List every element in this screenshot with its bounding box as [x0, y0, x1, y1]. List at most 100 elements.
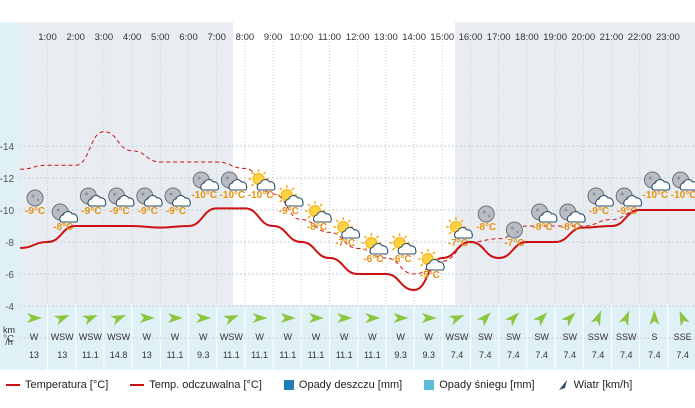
y-tick-label: -6 [5, 270, 14, 281]
cloud-icon [341, 227, 361, 239]
temperature-label: -10°C [220, 190, 246, 201]
temperature-label: -10°C [643, 190, 669, 201]
cloud-icon [454, 227, 473, 239]
wind-direction-label: W [396, 332, 405, 342]
sun-ray [291, 187, 295, 191]
moon-crater [113, 192, 117, 196]
temperature-label: -7°C [335, 238, 355, 249]
wind-speed-label: 13 [142, 350, 152, 360]
cloud-icon [538, 211, 558, 223]
cloud-icon [397, 243, 417, 255]
wind-direction-label: W [199, 332, 208, 342]
wind-speed-label: 7.4 [592, 350, 605, 360]
legend-feels-like: Temp. odczuwalna [°C] [130, 379, 262, 391]
sun-ray [420, 263, 424, 267]
moon-crater [56, 208, 60, 212]
wind-speed-label: 7.4 [535, 350, 548, 360]
hour-label: 17:00 [487, 32, 511, 43]
wind-arrow-shape [53, 314, 70, 326]
moon-crater [516, 230, 519, 234]
legend-temperature-swatch [6, 384, 20, 386]
sun-ray [375, 235, 380, 239]
hour-label: 20:00 [571, 32, 595, 43]
sun-ray [391, 247, 396, 251]
cloud-icon [313, 211, 332, 223]
legend-wind: Wiatr [km/h] [557, 379, 633, 391]
legend-snow-label: Opady śniegu [mm] [439, 379, 535, 391]
wind-arrow-shape [196, 313, 212, 323]
wind-speed-label: 14.8 [110, 350, 128, 360]
temperature-label: -8°C [476, 222, 496, 233]
temperature-label: -6°C [392, 254, 412, 265]
wind-direction-label: WSW [446, 332, 469, 342]
sun-ray [347, 219, 351, 223]
wind-direction-label: W [284, 332, 293, 342]
hour-label: 21:00 [600, 32, 624, 43]
wind-arrow-icon [679, 310, 690, 327]
temperature-label: -9°C [279, 206, 299, 217]
wind-arrow-icon [27, 313, 42, 323]
hour-label: 2:00 [66, 32, 85, 43]
sun-ray [307, 203, 311, 207]
cloud-icon [679, 179, 695, 191]
y-tick-label: -4 [5, 302, 14, 313]
wind-speed-label: 7.4 [564, 350, 577, 360]
legend-wind-label: Wiatr [km/h] [573, 379, 633, 391]
moon-crater [677, 176, 681, 180]
wind-arrow-shape [421, 313, 437, 323]
wind-arrow-icon [252, 313, 268, 323]
sun-ray [307, 215, 311, 219]
wind-arrow-icon [558, 380, 567, 390]
wind-speed-label: 11.1 [251, 350, 268, 360]
legend-temperature-label: Temperatura [°C] [25, 379, 109, 391]
cloud-icon [425, 259, 445, 271]
moon-icon [26, 189, 44, 207]
wind-arrow-icon [82, 314, 98, 326]
wind-arrow-icon [280, 313, 296, 323]
wind-arrow-icon [421, 313, 437, 323]
wind-arrow-shape [476, 312, 491, 327]
cloud-icon [256, 179, 276, 191]
wind-speed-label: 7.4 [620, 350, 633, 360]
wind-arrow-icon [337, 313, 353, 323]
temperature-label: -9°C [589, 206, 609, 217]
temperature-label: -9°C [81, 206, 101, 217]
temperature-label: -9°C [617, 206, 637, 217]
sun-ray [391, 235, 396, 239]
temperature-label: -9°C [166, 206, 186, 217]
wind-direction-label: W [425, 332, 434, 342]
wind-arrow-icon [649, 310, 660, 325]
wind-arrow-shape [168, 313, 183, 323]
cloud-icon [87, 195, 107, 207]
wind-arrow-icon [53, 314, 70, 326]
wind-speed-label: 11.1 [223, 350, 240, 360]
moon-crater [488, 214, 491, 218]
wind-direction-label: W [30, 332, 39, 342]
cloud-icon [200, 179, 220, 191]
cloud-icon [115, 195, 135, 207]
legend-temperature: Temperatura [°C] [6, 379, 108, 391]
legend-rain: Opady deszczu [mm] [283, 379, 402, 391]
sun-ray [335, 219, 339, 223]
sun-ray [432, 251, 436, 255]
moon-crater [510, 226, 514, 230]
wind-speed-label: 9.3 [394, 350, 407, 360]
wind-arrow-icon [533, 312, 548, 327]
cloud-icon [566, 211, 586, 223]
legend-feels-like-label: Temp. odczuwalna [°C] [149, 379, 262, 391]
wind-speed-label: 9.3 [197, 350, 210, 360]
hour-label: 8:00 [236, 32, 255, 43]
wind-direction-label: WSW [79, 332, 102, 342]
wind-speed-label: 11.1 [82, 350, 99, 360]
temperature-chart: 1:00 2:00 3:00 4:00 5:00 6:00 7:00 8:00 9:00 10:0… [0, 22, 695, 370]
temperature-label: -7°C [504, 238, 524, 249]
wind-direction-label: W [368, 332, 377, 342]
sun-ray [250, 171, 255, 175]
wind-speed-label: 11.1 [308, 350, 325, 360]
wind-arrow-shape [561, 312, 576, 327]
hour-label: 14:00 [402, 32, 426, 43]
wind-arrow-icon [590, 310, 602, 327]
wind-speed-label: 11.1 [279, 350, 296, 360]
wind-direction-label: SSW [588, 332, 609, 342]
